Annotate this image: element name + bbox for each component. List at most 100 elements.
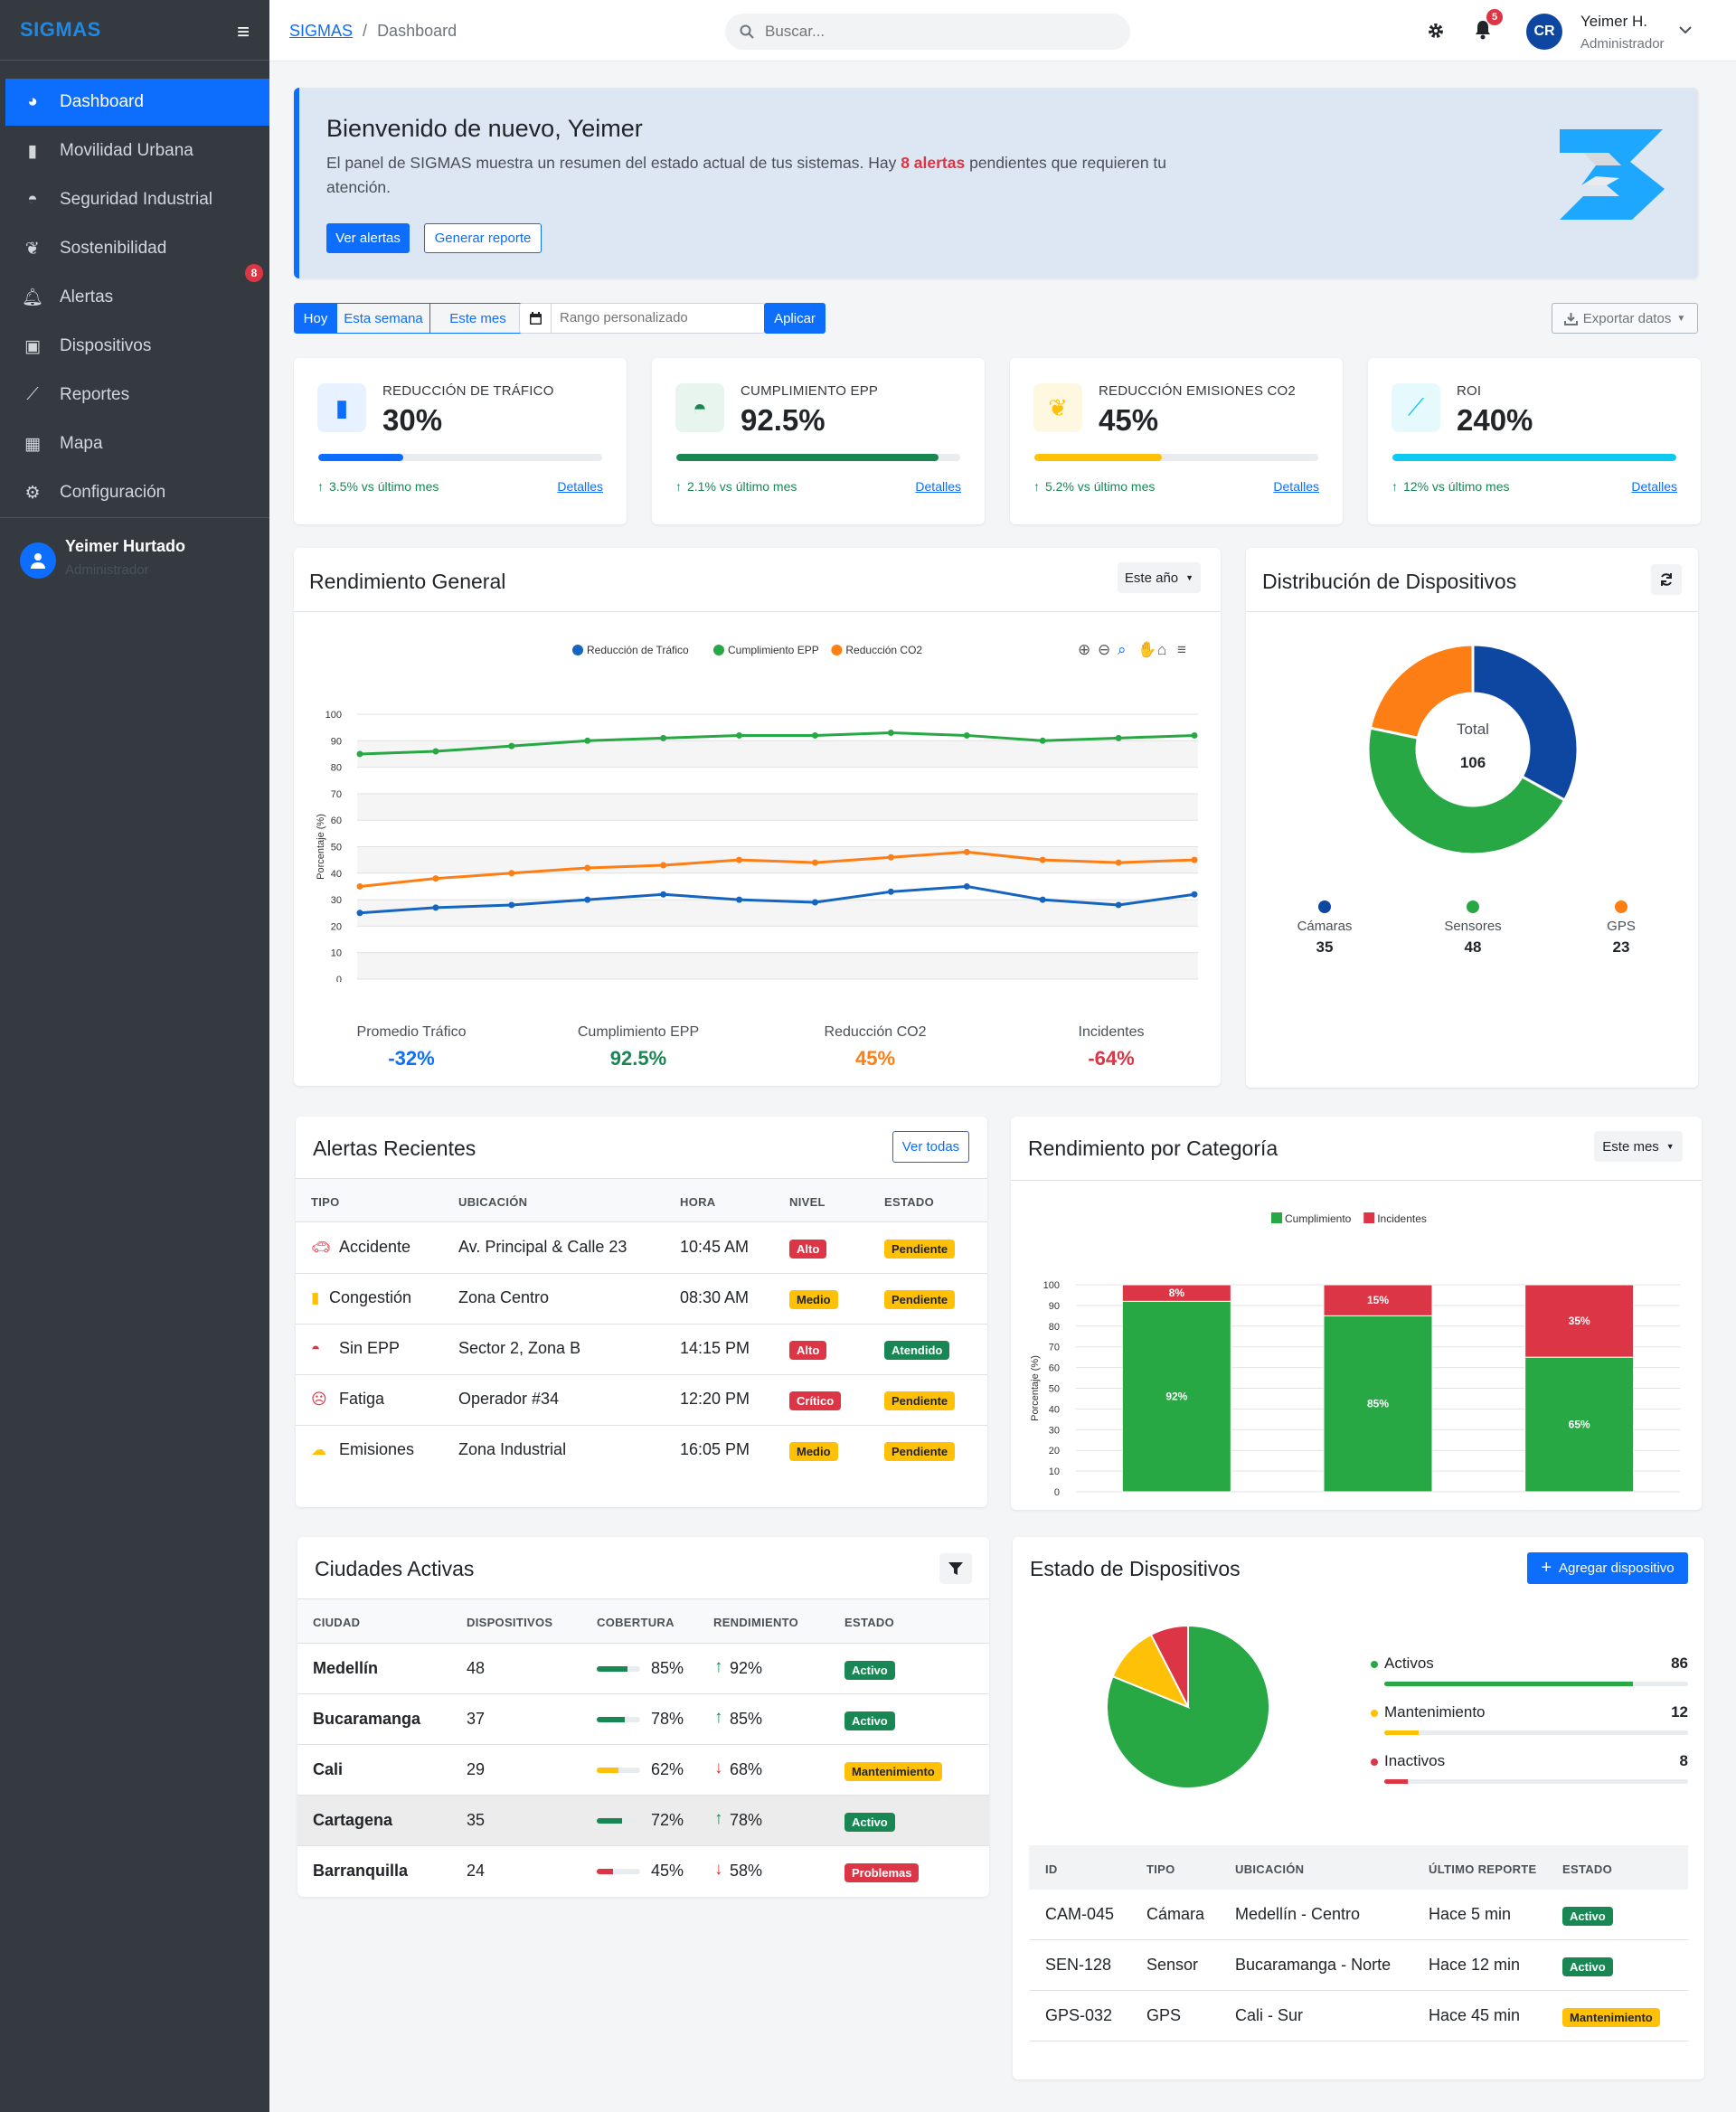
data-point[interactable] [432,748,439,755]
alert-row[interactable]: ☹ Fatiga Operador #34 12:20 PM Crítico Pendie… [296,1375,987,1426]
sidebar-item-movilidad-urbana[interactable]: ▮ Movilidad Urbana [5,127,269,174]
column-header[interactable]: ESTADO [884,1195,935,1209]
filter-week-button[interactable]: Esta semana [336,304,429,333]
data-point[interactable] [508,901,515,909]
data-point[interactable] [887,888,894,895]
magnifier-icon[interactable]: ⌕ [1118,641,1127,658]
filter-funnel-icon[interactable] [939,1553,972,1584]
data-point[interactable] [584,737,591,744]
legend-label[interactable]: Cumplimiento [1285,1212,1352,1225]
data-point[interactable] [1039,737,1046,744]
data-point[interactable] [1039,856,1046,863]
user-avatar[interactable]: CR [1526,14,1562,50]
alert-row[interactable]: 🚗︎ Accidente Av. Principal & Calle 23 10:45… [296,1223,987,1274]
hamburger-menu-icon[interactable]: ≡ [237,20,250,44]
kpi-details-link[interactable]: Detalles [557,479,603,494]
date-range-picker[interactable] [519,303,765,334]
view-all-alerts-button[interactable]: Ver todas [892,1131,969,1163]
data-point[interactable] [1115,901,1122,909]
data-point[interactable] [811,731,818,739]
alert-row[interactable]: ☁ Emisiones Zona Industrial 16:05 PM Medio Pe… [296,1426,987,1476]
legend-label[interactable]: Cumplimiento EPP [728,644,819,656]
column-header[interactable]: TIPO [1146,1862,1175,1876]
add-device-button[interactable]: + Agregar dispositivo [1527,1552,1688,1584]
bar-segment[interactable] [1323,1284,1433,1316]
device-row[interactable]: GPS-032 GPS Cali - Sur Hace 45 min Mantenimi… [1029,1991,1688,2041]
sidebar-item-seguridad-industrial[interactable]: ◓ Seguridad Industrial [5,176,269,223]
breadcrumb-home-link[interactable]: SIGMAS [289,22,354,40]
export-data-button[interactable]: Exportar datos ▼ [1552,303,1698,334]
kpi-details-link[interactable]: Detalles [1631,479,1677,494]
data-point[interactable] [356,750,363,758]
legend-marker[interactable] [1363,1212,1375,1223]
data-point[interactable] [1191,731,1198,739]
bar-segment[interactable] [1323,1315,1433,1493]
data-point[interactable] [736,856,743,863]
city-row[interactable]: Cali 29 62% ↓ 68% Mantenimiento [297,1745,989,1796]
data-point[interactable] [356,882,363,890]
sidebar-item-sostenibilidad[interactable]: ❦ Sostenibilidad [5,225,269,272]
legend-label[interactable]: Reducción CO2 [845,644,922,656]
column-header[interactable]: ESTADO [1562,1862,1613,1876]
city-row[interactable]: Cartagena 35 72% ↑ 78% Activo [297,1796,989,1846]
legend-label[interactable]: Reducción de Tráfico [587,644,689,656]
alert-row[interactable]: ▮ Congestión Zona Centro 08:30 AM Medio Pendi… [296,1274,987,1325]
chevron-down-icon[interactable] [1678,25,1693,34]
data-point[interactable] [660,862,667,869]
bar-segment[interactable] [1121,1300,1231,1493]
data-point[interactable] [356,910,363,917]
data-point[interactable] [736,731,743,739]
sidebar-item-dashboard[interactable]: ◕ Dashboard [5,79,269,126]
donut-slice[interactable] [1368,643,1475,740]
zoom-in-icon[interactable]: ⊕ [1078,641,1090,658]
column-header[interactable]: CIUDAD [313,1616,361,1629]
column-header[interactable]: UBICACIÓN [1235,1862,1305,1876]
bar-segment[interactable] [1524,1284,1635,1358]
column-header[interactable]: NIVEL [789,1195,826,1209]
sidebar-item-mapa[interactable]: ▦ Mapa [5,420,269,467]
data-point[interactable] [432,904,439,911]
topbar-user-name[interactable]: Yeimer H. [1580,13,1648,30]
city-row[interactable]: Bucaramanga 37 78% ↑ 85% Activo [297,1694,989,1745]
data-point[interactable] [1191,891,1198,898]
column-header[interactable]: COBERTURA [597,1616,675,1629]
category-period-dropdown[interactable]: Este mes ▼ [1594,1131,1683,1162]
pie-slice[interactable] [1111,1633,1191,1709]
sidebar-user-name[interactable]: Yeimer Hurtado [65,537,186,555]
filter-today-button[interactable]: Hoy [295,304,336,333]
search-input[interactable] [765,21,1109,42]
search-box[interactable] [725,14,1130,50]
column-header[interactable]: RENDIMIENTO [713,1616,799,1629]
sidebar-item-configuración[interactable]: ⚙ Configuración [5,469,269,516]
device-row[interactable]: CAM-045 Cámara Medellín - Centro Hace 5 min… [1029,1890,1688,1940]
sidebar-item-alertas[interactable]: 🔔︎ Alertas [5,274,269,321]
data-point[interactable] [432,875,439,882]
donut-slice[interactable] [1471,643,1580,803]
refresh-icon[interactable] [1651,564,1682,595]
date-range-input[interactable] [560,310,759,325]
data-point[interactable] [963,731,970,739]
column-header[interactable]: UBICACIÓN [458,1195,528,1209]
column-header[interactable]: HORA [680,1195,716,1209]
menu-icon[interactable]: ≡ [1177,641,1186,658]
notifications-bell-icon[interactable] [1474,20,1492,40]
data-point[interactable] [963,882,970,890]
column-header[interactable]: DISPOSITIVOS [467,1616,553,1629]
user-avatar-icon[interactable] [20,542,56,579]
column-header[interactable]: ÚLTIMO REPORTE [1429,1862,1537,1876]
sidebar-item-reportes[interactable]: ⟋ Reportes [5,372,269,419]
home-reset-icon[interactable]: ⌂ [1157,641,1166,658]
city-row[interactable]: Barranquilla 24 45% ↓ 58% Problemas [297,1846,989,1897]
zoom-out-icon[interactable]: ⊖ [1098,641,1110,658]
performance-period-dropdown[interactable]: Este año ▼ [1118,562,1201,593]
data-point[interactable] [887,730,894,737]
legend-marker[interactable] [831,645,843,655]
column-header[interactable]: TIPO [311,1195,340,1209]
data-point[interactable] [1191,856,1198,863]
data-point[interactable] [1115,859,1122,866]
filter-month-button[interactable]: Este mes [429,304,525,333]
data-point[interactable] [660,734,667,741]
city-row[interactable]: Medellín 48 85% ↑ 92% Activo [297,1644,989,1694]
data-point[interactable] [508,742,515,750]
generate-report-button[interactable]: Generar reporte [424,223,542,253]
